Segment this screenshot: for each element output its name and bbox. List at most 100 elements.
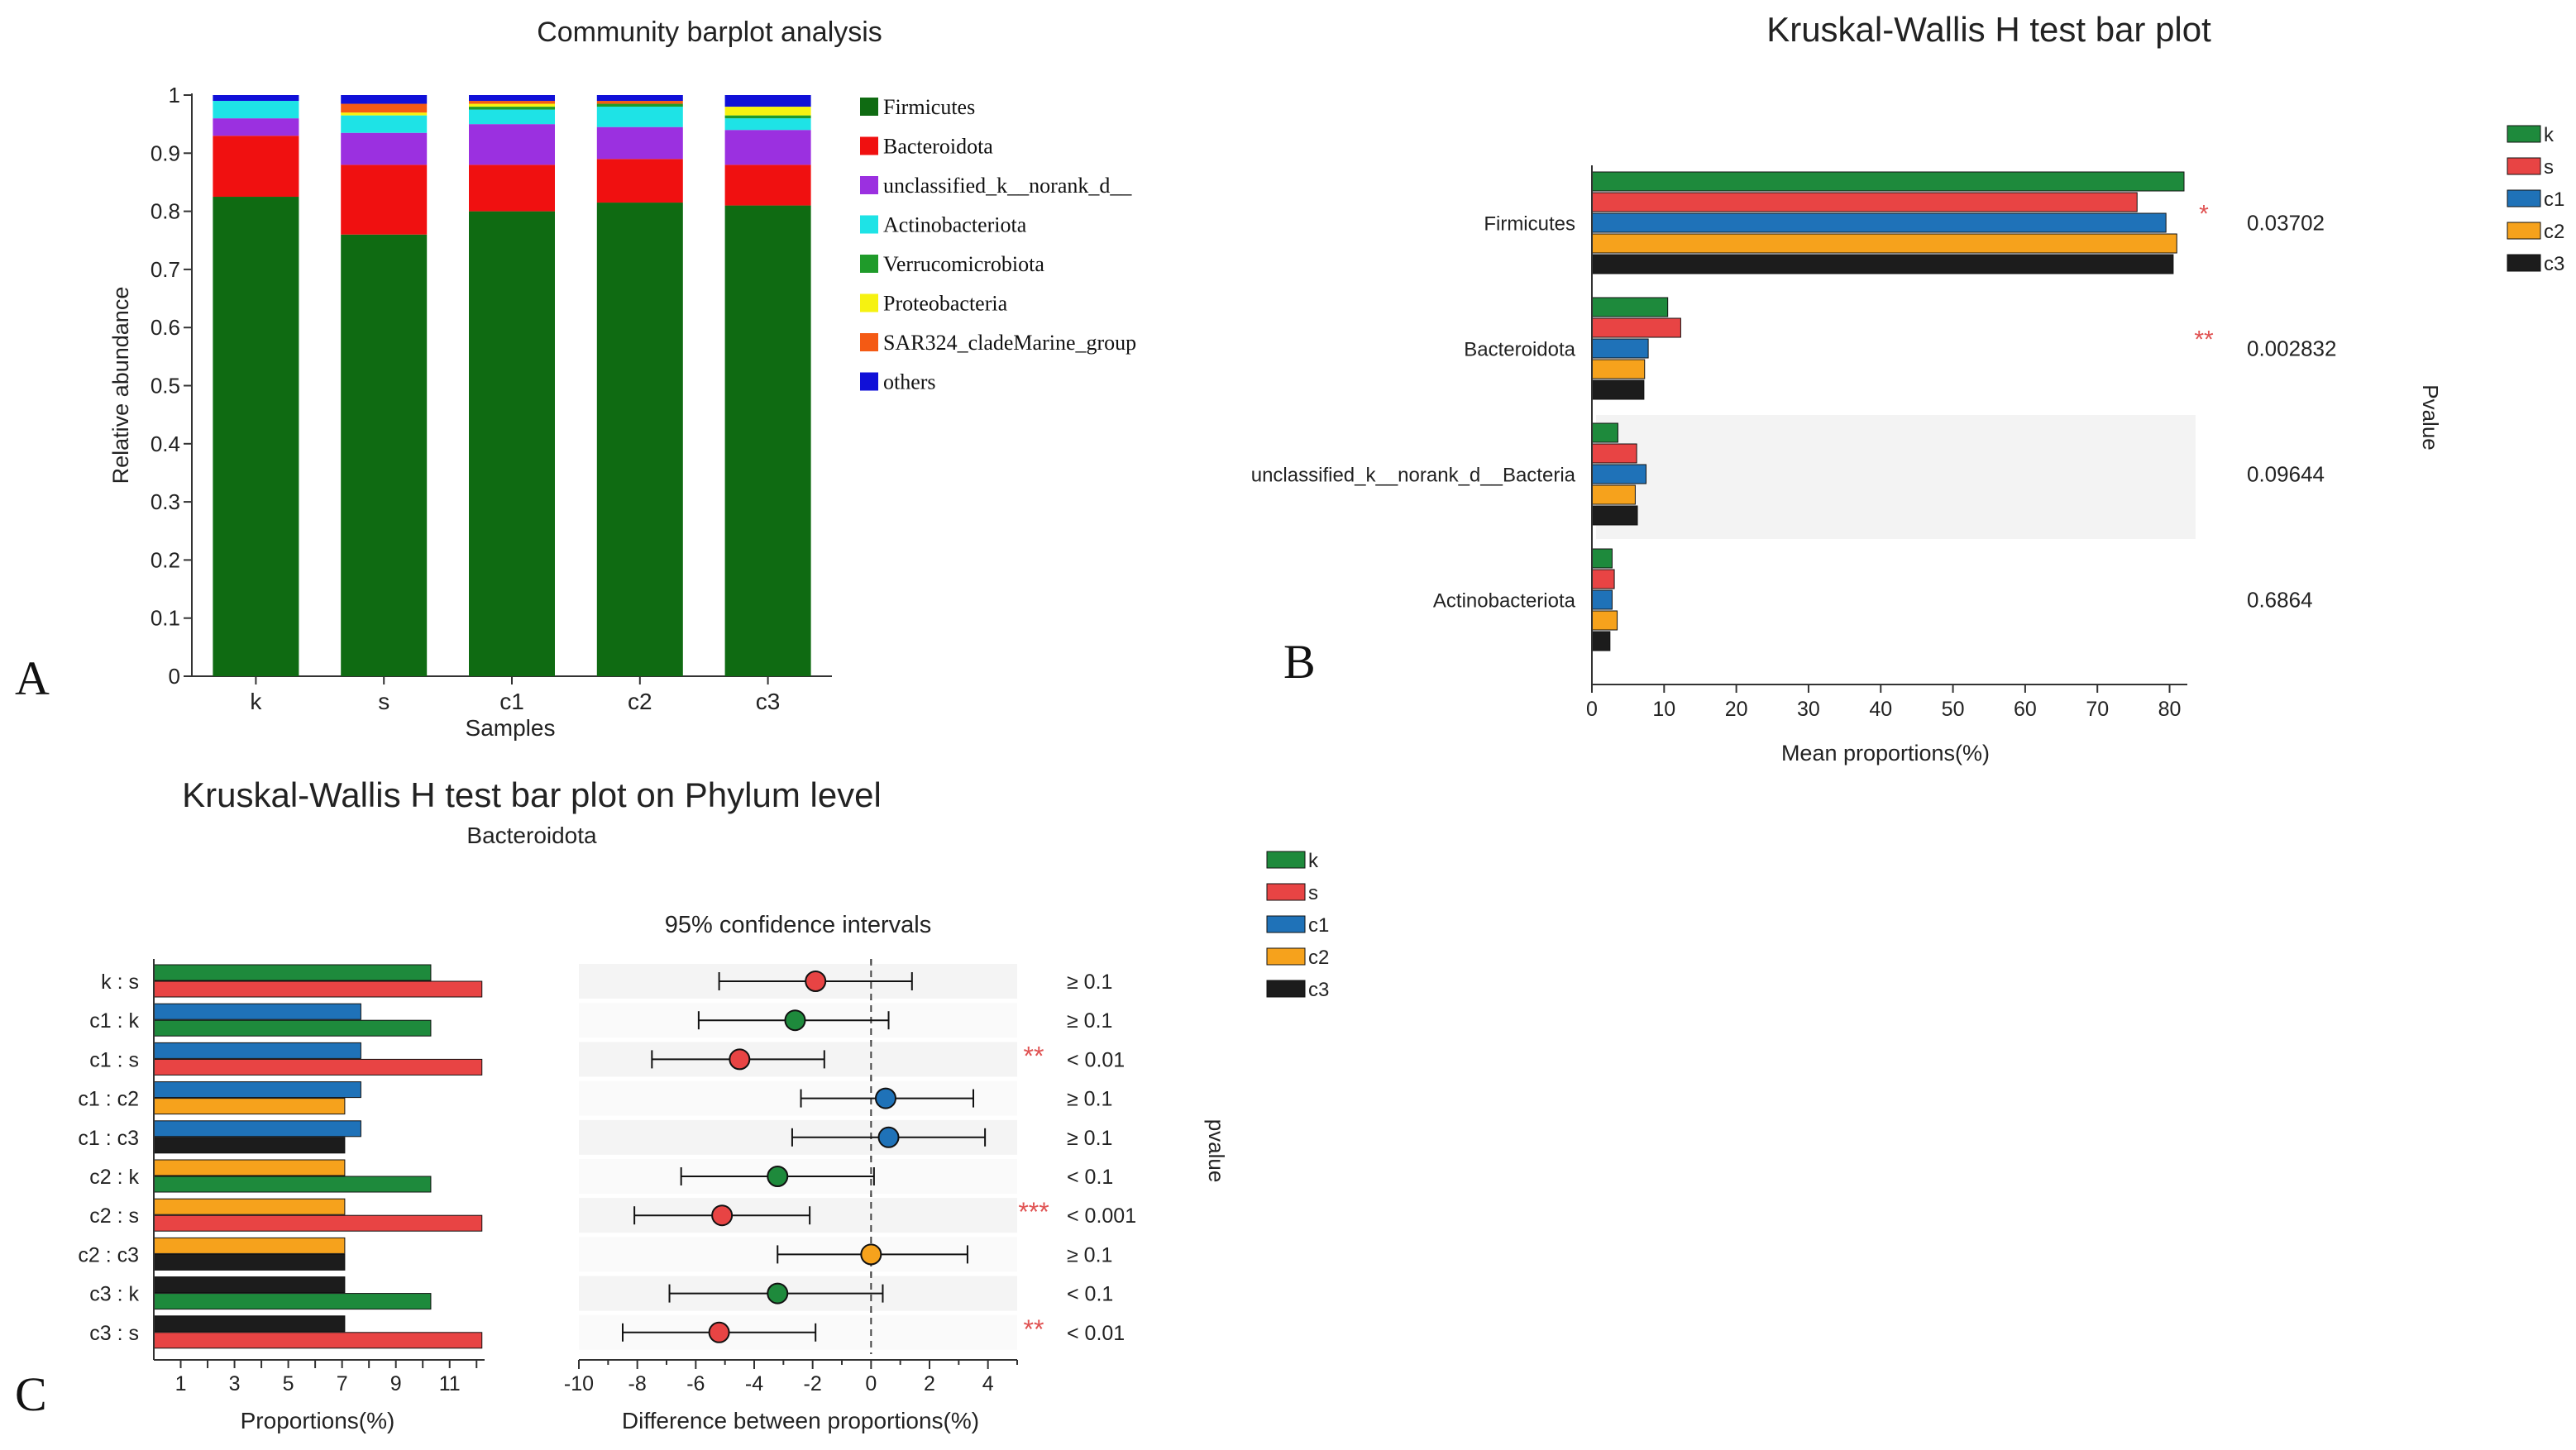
chart-b-row-shade xyxy=(1596,415,2196,539)
chart-c-comparison-label: c2 : s xyxy=(89,1204,139,1228)
bar-s-in-c2:s xyxy=(153,1214,483,1232)
legend-swatch-k xyxy=(2507,125,2541,143)
chart-b-category-label: Bacteroidota xyxy=(1464,339,1575,361)
chart-a-ytick-label: 0.8 xyxy=(151,199,180,224)
chart-c-right-xtick-label: -2 xyxy=(804,1372,822,1395)
chart-a-xtick-label: k xyxy=(250,689,262,714)
chart-c-comparison-label: c3 : k xyxy=(89,1283,139,1306)
chart-c-right-xtick-label: -4 xyxy=(745,1372,763,1395)
chart-c-sig-star: *** xyxy=(1018,1197,1049,1227)
chart-c-pvalue: < 0.01 xyxy=(1067,1322,1125,1345)
bar-k-in-c3:k xyxy=(153,1293,432,1310)
bar-segment-firmicutes-c2 xyxy=(596,203,683,676)
chart-b-xtick-label: 10 xyxy=(1652,698,1675,721)
legend-swatch-c2 xyxy=(2507,222,2541,240)
bar-c3-in-c1:c3 xyxy=(153,1137,346,1154)
bar-c1-in-c1:c2 xyxy=(153,1081,361,1099)
bar-actinobacteriota-k xyxy=(1591,548,1613,569)
legend-label-firmicutes: Firmicutes xyxy=(883,95,975,119)
chart-a-axes: 0 0.1 0.2 0.3 0.4 0.5 0.6 0.7 0.8 0.9 1 k s c1 c2 c3 xyxy=(151,83,832,714)
legend-label-k: k xyxy=(2544,124,2554,146)
chart-c-left-xtick-label: 3 xyxy=(229,1372,241,1395)
chart-b-xtick-label: 60 xyxy=(2014,698,2037,721)
chart-a-xtick-label: c1 xyxy=(499,689,524,714)
chart-a-xtick-label: c3 xyxy=(756,689,781,714)
bar-c2-in-c2:c3 xyxy=(153,1237,346,1254)
legend-swatch-others xyxy=(860,372,878,391)
legend-swatch-sar324 xyxy=(860,333,878,351)
panel-letter-b: B xyxy=(1283,635,1316,689)
bar-segment-unclassified-s xyxy=(341,132,428,165)
bar-segment-unclassified-c2 xyxy=(596,126,683,160)
chart-c-sig-star: ** xyxy=(1024,1041,1044,1071)
panel-a: Community barplot analysis Relative abun… xyxy=(108,17,1136,741)
diff-point xyxy=(875,1087,896,1109)
chart-c-pvalue: ≥ 0.1 xyxy=(1067,1127,1112,1150)
chart-a-xtick-label: s xyxy=(378,689,390,714)
chart-a-ytick-label: 0 xyxy=(169,664,180,689)
bar-segment-unclassified-c3 xyxy=(724,130,811,165)
legend-label-c3: c3 xyxy=(2544,253,2564,275)
bar-segment-verrucomicrobiota-c3 xyxy=(724,115,811,119)
chart-c-comparison-label: c1 : k xyxy=(89,1009,139,1033)
diff-point xyxy=(729,1048,751,1071)
legend-swatch-s xyxy=(1266,883,1306,901)
bar-segment-others-k xyxy=(213,95,299,102)
panel-c: Kruskal-Wallis H test bar plot on Phylum… xyxy=(78,775,1329,1433)
bar-firmicutes-s xyxy=(1591,192,2138,212)
bar-unclassified_k__norank_d__bacteria-c1 xyxy=(1591,464,1646,484)
bar-segment-firmicutes-s xyxy=(341,234,428,677)
bar-segment-firmicutes-c1 xyxy=(469,211,555,677)
chart-b-bars: Firmicutes 0.03702 * Bacteroidota 0.002832 **… xyxy=(1251,165,2336,721)
bar-c1-in-c1:c3 xyxy=(153,1120,361,1138)
chart-b-xtick-label: 80 xyxy=(2158,698,2182,721)
bar-segment-bacteroidota-s xyxy=(341,165,428,235)
chart-b-pvalue: 0.002832 xyxy=(2247,336,2336,361)
bar-segment-firmicutes-k xyxy=(213,197,299,676)
bar-segment-actinobacteriota-k xyxy=(213,101,299,119)
legend-label-c2: c2 xyxy=(2544,221,2564,243)
chart-c-left-xtick-label: 11 xyxy=(439,1372,461,1395)
chart-c-pvalue: ≥ 0.1 xyxy=(1067,1088,1112,1111)
panel-b: Kruskal-Wallis H test bar plot Mean prop… xyxy=(1251,10,2565,766)
chart-b-pvalue: 0.09644 xyxy=(2247,462,2325,487)
chart-c-title: Kruskal-Wallis H test bar plot on Phylum… xyxy=(182,775,882,814)
legend-label-k: k xyxy=(1308,850,1319,872)
bar-bacteroidota-c3 xyxy=(1591,379,1645,400)
bar-s-in-c1:s xyxy=(153,1058,483,1076)
bar-segment-others-c2 xyxy=(596,95,683,102)
chart-c-pvalue: ≥ 0.1 xyxy=(1067,1009,1112,1033)
chart-b-category-label: unclassified_k__norank_d__Bacteria xyxy=(1251,465,1576,487)
diff-point xyxy=(767,1282,789,1305)
chart-b-xtick-label: 40 xyxy=(1869,698,1892,721)
legend-label-proteobacteria: Proteobacteria xyxy=(883,292,1008,316)
chart-c-right-xtick-label: 4 xyxy=(982,1372,994,1395)
bar-actinobacteriota-c3 xyxy=(1591,631,1611,651)
bar-firmicutes-c2 xyxy=(1591,233,2177,254)
diff-point xyxy=(767,1166,789,1187)
chart-b-xtick-label: 20 xyxy=(1725,698,1748,721)
bar-unclassified_k__norank_d__bacteria-k xyxy=(1591,422,1618,443)
bar-segment-sar324-c1 xyxy=(469,101,555,104)
bar-unclassified_k__norank_d__bacteria-s xyxy=(1591,443,1637,464)
bar-segment-bacteroidota-c3 xyxy=(724,165,811,206)
chart-c-pvalue: < 0.001 xyxy=(1067,1204,1136,1228)
chart-a-ylabel: Relative abundance xyxy=(108,287,133,484)
bar-actinobacteriota-c2 xyxy=(1591,610,1618,631)
legend-label-sar324: SAR324_cladeMarine_group xyxy=(883,331,1136,355)
bar-c1-in-c1:k xyxy=(153,1003,361,1020)
chart-c-comparison-label: c3 : s xyxy=(89,1322,139,1345)
legend-swatch-s xyxy=(2507,157,2541,175)
bar-segment-bacteroidota-c1 xyxy=(469,165,555,212)
chart-b-pvalue: 0.6864 xyxy=(2247,588,2313,613)
chart-c-right-xtick-label: 2 xyxy=(924,1372,935,1395)
chart-c-comparison-label: c1 : c2 xyxy=(78,1088,139,1111)
bar-segment-others-s xyxy=(341,95,428,104)
diff-point xyxy=(711,1204,734,1227)
bar-segment-verrucomicrobiota-c2 xyxy=(596,103,683,107)
bar-segment-bacteroidota-c2 xyxy=(596,159,683,203)
chart-c-right-xtick-label: -6 xyxy=(686,1372,705,1395)
bar-unclassified_k__norank_d__bacteria-c3 xyxy=(1591,505,1638,526)
legend-swatch-k xyxy=(1266,851,1306,869)
